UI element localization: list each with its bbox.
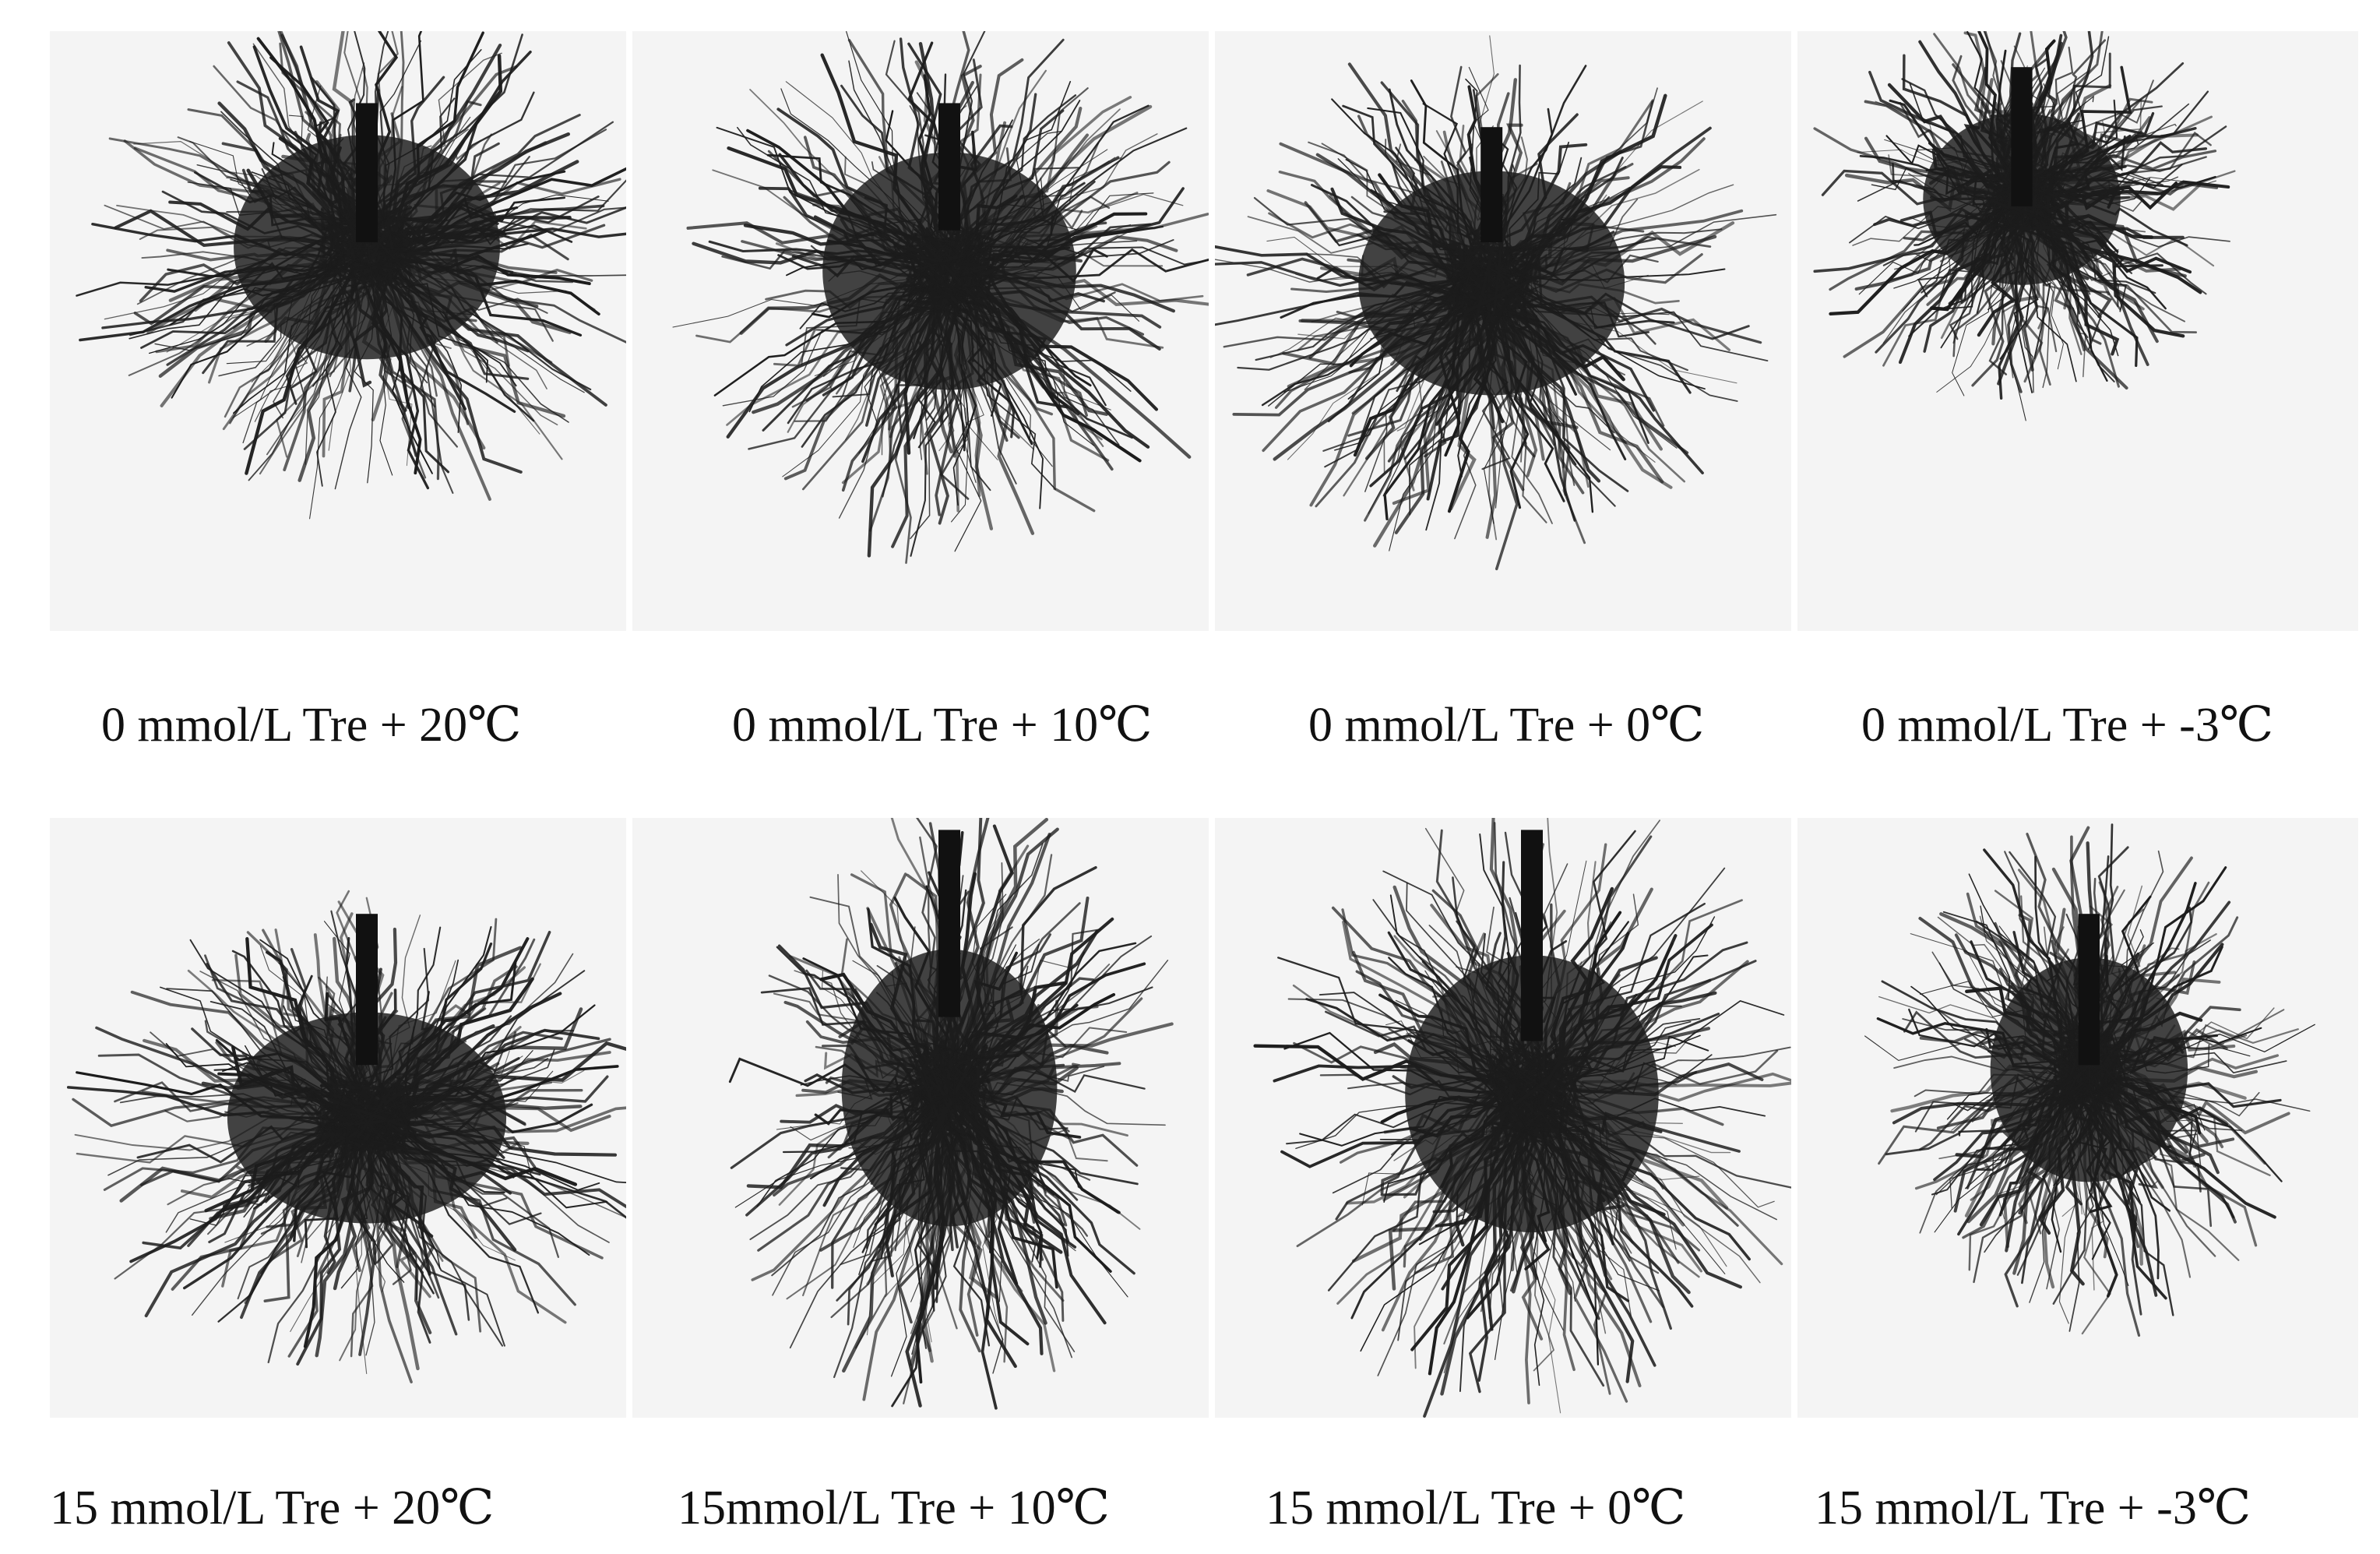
root-silhouette bbox=[1215, 35, 1777, 571]
root-photo-3 bbox=[1215, 31, 1791, 631]
root-photo-2 bbox=[632, 31, 1209, 631]
caption-2: 0 mmol/L Tre + 10℃ bbox=[732, 699, 1153, 752]
caption-3: 0 mmol/L Tre + 0℃ bbox=[1308, 699, 1705, 752]
root-silhouette bbox=[76, 31, 626, 520]
root-silhouette bbox=[66, 890, 626, 1383]
caption-4: 0 mmol/L Tre + -3℃ bbox=[1861, 699, 2274, 752]
root-photo-8 bbox=[1797, 818, 2358, 1418]
root-photo-7 bbox=[1215, 818, 1791, 1418]
root-silhouette bbox=[1253, 818, 1791, 1418]
root-silhouette bbox=[728, 818, 1174, 1410]
caption-1: 0 mmol/L Tre + 20℃ bbox=[101, 699, 522, 752]
caption-8: 15 mmol/L Tre + -3℃ bbox=[1815, 1482, 2251, 1535]
caption-6: 15mmol/L Tre + 10℃ bbox=[678, 1482, 1111, 1535]
caption-5: 15 mmol/L Tre + 20℃ bbox=[50, 1482, 495, 1535]
root-photo-4 bbox=[1797, 31, 2358, 631]
root-silhouette bbox=[1813, 31, 2236, 421]
root-photo-5 bbox=[50, 818, 626, 1418]
root-silhouette bbox=[672, 31, 1209, 564]
root-photo-6 bbox=[632, 818, 1209, 1418]
root-photo-1 bbox=[50, 31, 626, 631]
caption-7: 15 mmol/L Tre + 0℃ bbox=[1266, 1482, 1686, 1535]
root-silhouette bbox=[1864, 823, 2315, 1337]
